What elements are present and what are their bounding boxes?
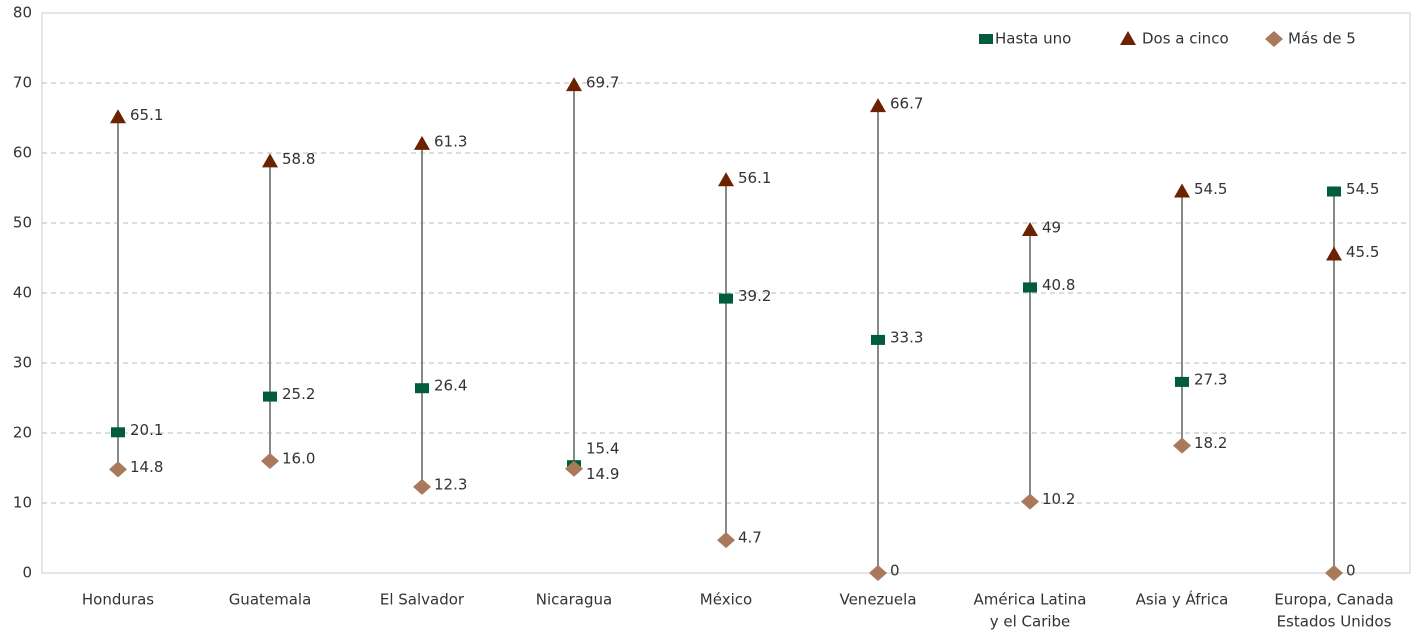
- point: [1325, 565, 1343, 581]
- x-tick-label: y el Caribe: [990, 613, 1071, 631]
- point: [415, 383, 429, 394]
- data-label: 58.8: [282, 150, 315, 168]
- y-tick-label: 50: [13, 214, 32, 232]
- data-label: 45.5: [1346, 243, 1379, 261]
- legend-label: Hasta uno: [995, 30, 1071, 48]
- y-tick-label: 80: [13, 4, 32, 22]
- data-label: 0: [890, 562, 900, 580]
- x-tick-label: Europa, Canada: [1274, 591, 1393, 609]
- data-label: 14.8: [130, 458, 163, 476]
- y-tick-label: 0: [22, 564, 32, 582]
- y-tick-label: 40: [13, 284, 32, 302]
- data-label: 40.8: [1042, 276, 1075, 294]
- x-tick-label: México: [700, 591, 752, 609]
- data-label: 49: [1042, 219, 1061, 237]
- data-label: 25.2: [282, 385, 315, 403]
- y-tick-label: 10: [13, 494, 32, 512]
- data-label: 26.4: [434, 377, 467, 395]
- point: [261, 453, 279, 469]
- y-tick-label: 30: [13, 354, 32, 372]
- legend-marker: [1120, 31, 1136, 45]
- x-tick-label: El Salvador: [380, 591, 465, 609]
- legend-marker: [1265, 31, 1283, 47]
- point: [111, 427, 125, 438]
- point: [109, 461, 127, 478]
- point: [1326, 246, 1342, 261]
- data-label: 33.3: [890, 328, 923, 346]
- point: [1022, 222, 1038, 236]
- data-label: 4.7: [738, 529, 762, 547]
- x-tick-label: Estados Unidos: [1277, 613, 1392, 631]
- x-tick-label: Guatemala: [229, 591, 312, 609]
- data-label: 20.1: [130, 421, 163, 439]
- data-label: 0: [1346, 562, 1356, 580]
- point: [717, 532, 735, 549]
- data-label: 65.1: [130, 106, 163, 124]
- legend-label: Más de 5: [1288, 30, 1356, 48]
- data-label: 27.3: [1194, 370, 1227, 388]
- x-tick-label: Asia y África: [1136, 590, 1229, 609]
- point: [870, 98, 886, 113]
- point: [1021, 493, 1039, 510]
- point: [871, 334, 885, 345]
- point: [719, 293, 733, 304]
- y-tick-label: 60: [13, 144, 32, 162]
- point: [1023, 282, 1037, 293]
- data-label: 10.2: [1042, 490, 1075, 508]
- point: [1174, 183, 1190, 198]
- data-label: 61.3: [434, 132, 467, 150]
- point: [263, 391, 277, 402]
- x-tick-label: Venezuela: [839, 591, 916, 609]
- data-label: 16.0: [282, 450, 315, 468]
- legend-marker: [979, 34, 993, 44]
- point: [1173, 437, 1191, 454]
- point: [1327, 186, 1341, 197]
- data-label: 66.7: [890, 95, 923, 113]
- x-tick-label: América Latina: [974, 591, 1087, 609]
- point: [110, 109, 126, 124]
- point: [413, 478, 431, 495]
- point: [414, 135, 430, 150]
- point: [869, 565, 887, 581]
- data-label: 12.3: [434, 475, 467, 493]
- data-label: 69.7: [586, 74, 619, 92]
- point: [718, 172, 734, 187]
- legend-label: Dos a cinco: [1142, 30, 1229, 48]
- data-label: 15.4: [586, 440, 619, 458]
- x-tick-label: Nicaragua: [536, 591, 612, 609]
- data-label: 56.1: [738, 169, 771, 187]
- point: [1175, 376, 1189, 387]
- data-label: 39.2: [738, 287, 771, 305]
- data-label: 14.9: [586, 465, 619, 483]
- y-tick-label: 20: [13, 424, 32, 442]
- x-tick-label: Honduras: [82, 591, 154, 609]
- point: [566, 77, 582, 92]
- y-tick-label: 70: [13, 74, 32, 92]
- point: [565, 460, 583, 477]
- data-label: 54.5: [1346, 180, 1379, 198]
- data-label: 54.5: [1194, 180, 1227, 198]
- point: [262, 153, 278, 168]
- data-label: 18.2: [1194, 434, 1227, 452]
